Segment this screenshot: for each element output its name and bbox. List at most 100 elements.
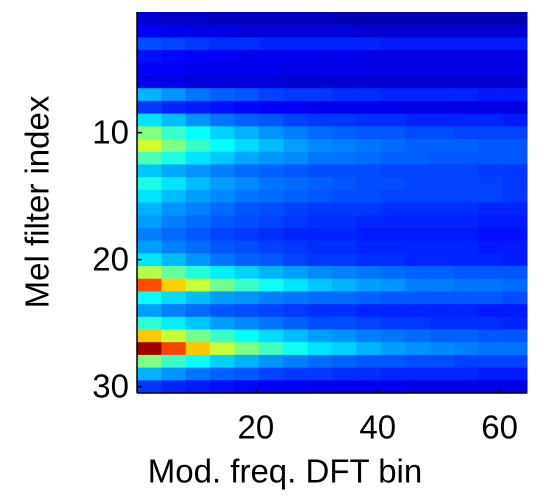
heatmap-cell <box>283 50 309 64</box>
heatmap-cell <box>502 100 528 115</box>
heatmap-cell <box>234 367 260 381</box>
heatmap-cell <box>234 24 260 38</box>
y-tick-label: 30 <box>92 367 129 404</box>
heatmap-cell <box>283 139 309 153</box>
heatmap-cell <box>380 291 406 305</box>
heatmap-cell <box>332 367 357 381</box>
heatmap-cell <box>234 240 260 254</box>
heatmap-cell <box>429 62 455 76</box>
heatmap-cell <box>283 62 309 76</box>
heatmap-cell <box>356 164 382 178</box>
heatmap-cell <box>380 88 406 102</box>
heatmap-cell <box>380 139 406 153</box>
heatmap-cell <box>210 113 235 127</box>
heatmap-cell <box>210 240 235 254</box>
heatmap-cell <box>210 278 235 292</box>
heatmap-cell <box>453 227 479 242</box>
heatmap-cell <box>210 215 235 229</box>
heatmap-cell <box>258 215 284 229</box>
heatmap-cell <box>161 177 187 191</box>
heatmap-cell <box>429 164 455 178</box>
heatmap-cell <box>380 113 406 127</box>
heatmap-cell <box>502 240 528 254</box>
heatmap-cell <box>210 12 235 26</box>
heatmap-cell <box>210 291 235 305</box>
heatmap-cell <box>210 164 235 178</box>
heatmap-cell <box>258 380 284 394</box>
heatmap-cell <box>453 189 479 203</box>
heatmap-cell <box>405 202 430 216</box>
heatmap-cell <box>478 227 504 242</box>
heatmap-cell <box>405 367 430 381</box>
heatmap-cell <box>307 75 333 89</box>
heatmap-cell <box>185 253 211 267</box>
heatmap-cell <box>210 37 235 51</box>
heatmap-cell <box>380 227 406 242</box>
heatmap-cell <box>478 177 504 191</box>
heatmap-cell <box>137 304 162 318</box>
heatmap-cell <box>185 139 211 153</box>
x-tick-label: 40 <box>359 409 396 446</box>
heatmap-cell <box>307 113 333 127</box>
heatmap-cell <box>283 316 309 330</box>
heatmap-cell <box>185 266 211 280</box>
heatmap-cell <box>307 354 333 369</box>
heatmap-cell <box>502 50 528 64</box>
heatmap-cell <box>258 253 284 267</box>
heatmap-cell <box>356 202 382 216</box>
heatmap-cell <box>307 126 333 140</box>
heatmap-cell <box>258 126 284 140</box>
heatmap-cell <box>161 253 187 267</box>
heatmap-cell <box>234 62 260 76</box>
heatmap-cell <box>137 113 162 127</box>
heatmap-cell <box>307 12 333 26</box>
heatmap-cell <box>283 151 309 165</box>
heatmap-cell <box>502 164 528 178</box>
heatmap-cell <box>332 202 357 216</box>
heatmap-cell <box>258 37 284 51</box>
heatmap-cell <box>234 316 260 330</box>
heatmap-cell <box>258 367 284 381</box>
heatmap-cell <box>478 75 504 89</box>
heatmap-cell <box>258 291 284 305</box>
heatmap-cell <box>332 240 357 254</box>
heatmap-cell <box>405 62 430 76</box>
x-axis-label: Mod. freq. DFT bin <box>148 453 423 490</box>
heatmap-cell <box>185 75 211 89</box>
heatmap-cell <box>161 354 187 369</box>
heatmap-cell <box>161 227 187 242</box>
heatmap-cell <box>283 113 309 127</box>
heatmap-cell <box>234 151 260 165</box>
heatmap-cell <box>380 342 406 356</box>
heatmap-cell <box>161 266 187 280</box>
heatmap-cell <box>429 367 455 381</box>
heatmap-cell <box>137 342 162 356</box>
heatmap-cell <box>453 215 479 229</box>
heatmap-cell <box>405 126 430 140</box>
heatmap-cell <box>258 227 284 242</box>
heatmap-cell <box>453 253 479 267</box>
heatmap-cell <box>356 24 382 38</box>
heatmap-cell <box>429 177 455 191</box>
heatmap-cell <box>478 354 504 369</box>
heatmap-cell <box>283 100 309 115</box>
heatmap-cell <box>405 291 430 305</box>
heatmap-cell <box>356 354 382 369</box>
heatmap-cell <box>307 88 333 102</box>
heatmap-cell <box>210 380 235 394</box>
heatmap-cell <box>380 380 406 394</box>
heatmap-cell <box>234 164 260 178</box>
heatmap-cell <box>258 113 284 127</box>
heatmap-cell <box>502 88 528 102</box>
heatmap-cell <box>137 316 162 330</box>
heatmap-cell <box>234 278 260 292</box>
heatmap-cell <box>283 304 309 318</box>
heatmap-cell <box>502 126 528 140</box>
heatmap-cell <box>307 100 333 115</box>
heatmap-cell <box>307 215 333 229</box>
heatmap-cell <box>332 12 357 26</box>
heatmap-cell <box>478 291 504 305</box>
heatmap-cell <box>137 12 162 26</box>
heatmap-cell <box>429 189 455 203</box>
heatmap-cell <box>137 100 162 115</box>
